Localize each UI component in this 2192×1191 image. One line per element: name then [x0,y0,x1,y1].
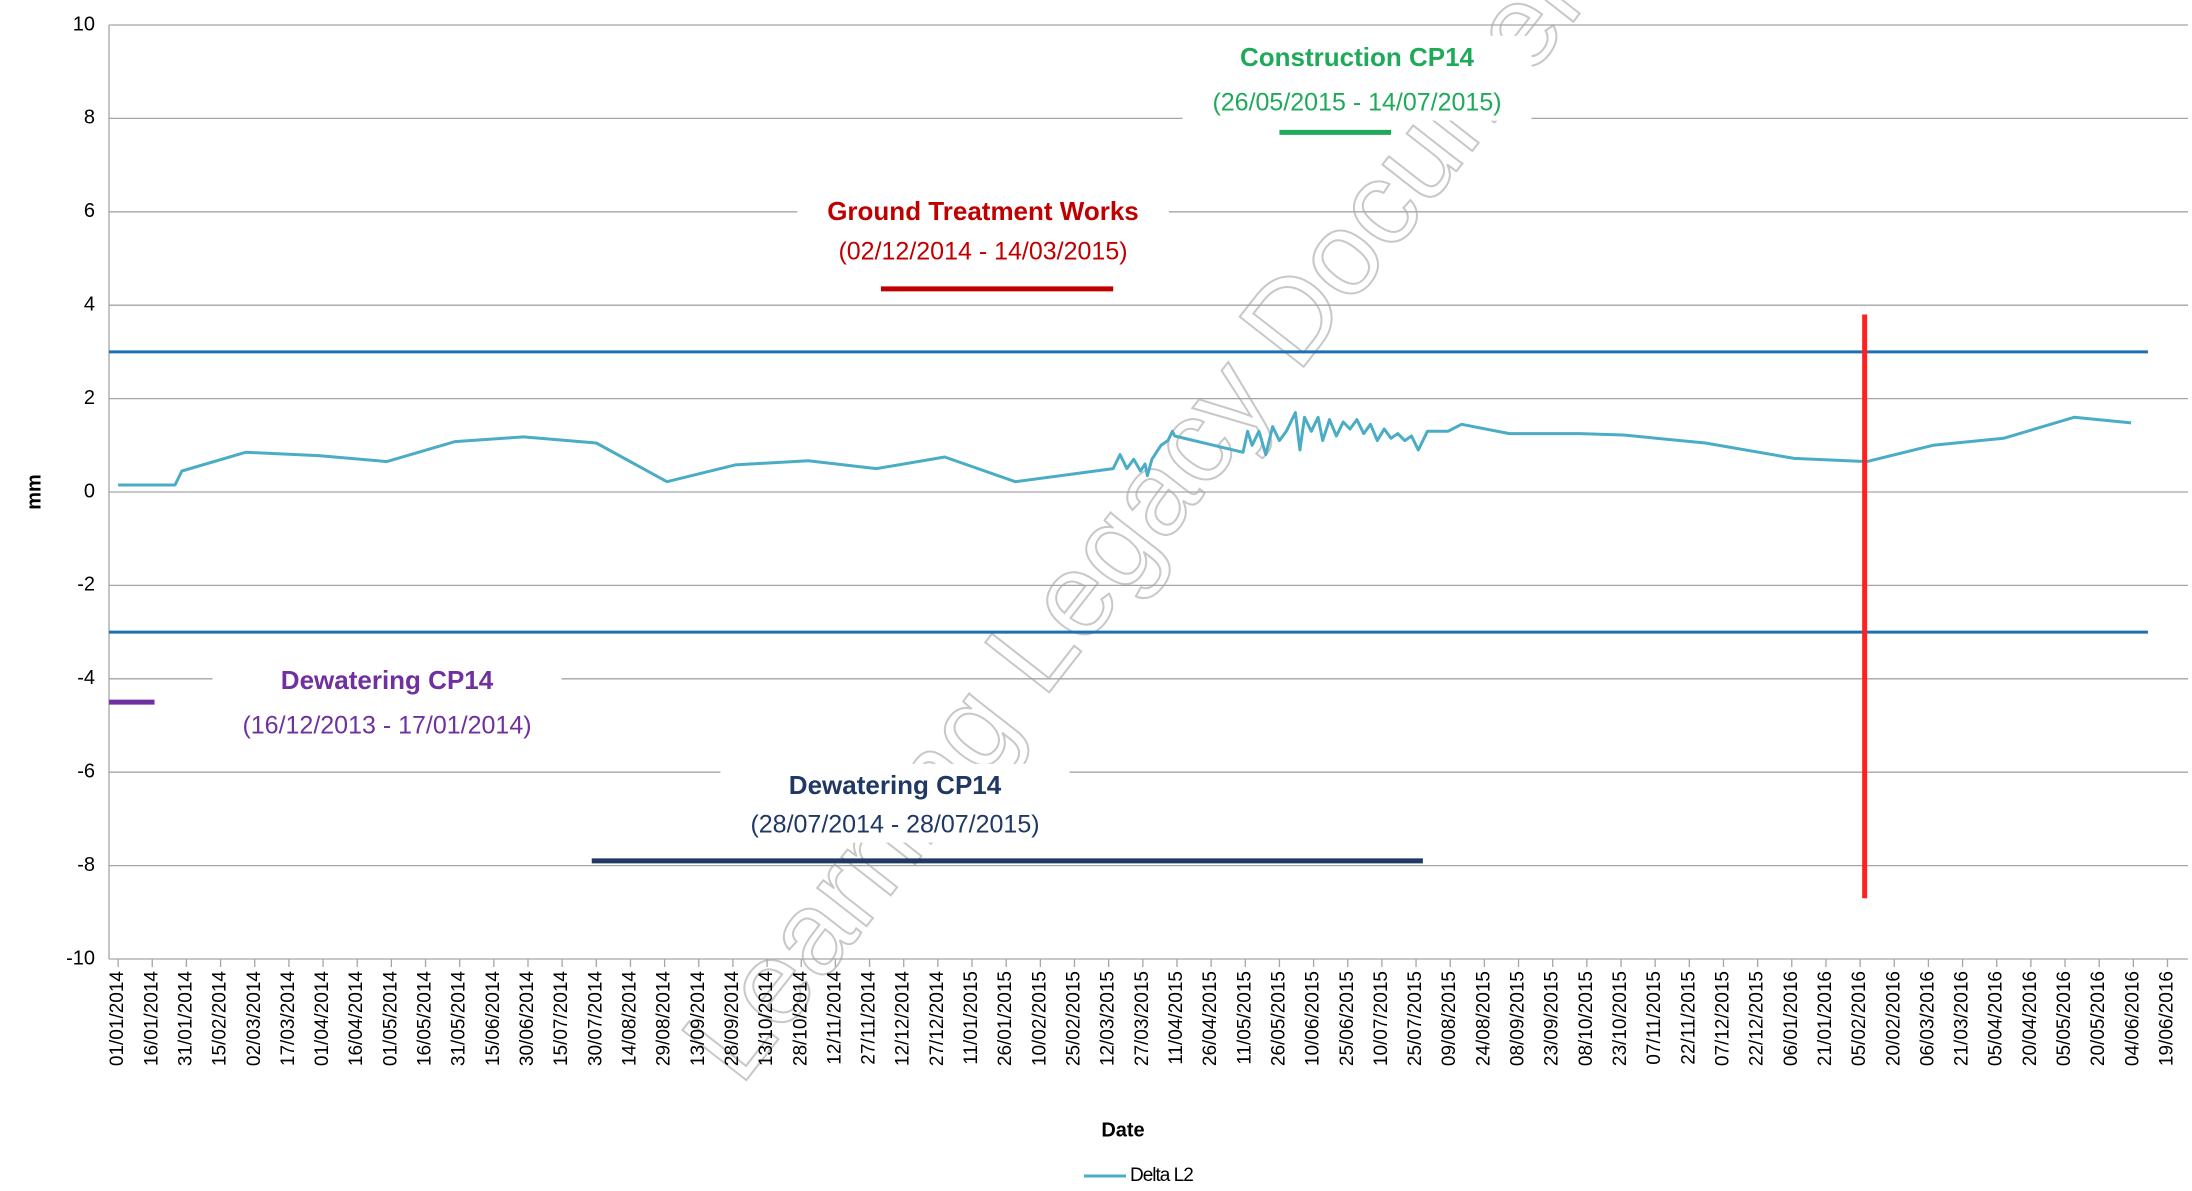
y-tick-label: -4 [77,667,95,689]
annotation-background [720,763,1070,843]
annotation-title: Dewatering CP14 [789,770,1002,800]
x-tick-label: 15/06/2014 [483,971,504,1067]
x-tick-label: 26/05/2015 [1268,971,1289,1066]
x-tick-label: 02/03/2014 [244,971,265,1067]
x-tick-label: 01/04/2014 [312,971,333,1067]
x-tick-label: 05/04/2016 [1986,971,2007,1066]
y-tick-label: -2 [77,574,95,596]
x-tick-label: 20/05/2016 [2088,971,2109,1066]
x-tick-label: 27/11/2014 [859,971,880,1065]
annotation-period: (02/12/2014 - 14/03/2015) [838,238,1127,266]
y-tick-label: 10 [73,13,95,35]
annotation-period: (16/12/2013 - 17/01/2014) [242,712,531,740]
x-tick-label: 06/01/2016 [1781,971,1802,1066]
x-tick-label: 28/09/2014 [722,971,743,1067]
x-tick-label: 10/06/2015 [1303,971,1324,1066]
x-tick-label: 12/03/2015 [1098,971,1119,1066]
x-tick-label: 08/09/2015 [1508,971,1529,1066]
y-tick-label: -8 [77,854,95,876]
x-tick-label: 16/04/2014 [346,971,367,1067]
x-tick-label: 22/12/2015 [1747,971,1768,1066]
x-tick-label: 31/01/2014 [175,971,196,1067]
y-tick-label: 2 [84,387,95,409]
x-tick-label: 27/03/2015 [1132,971,1153,1066]
annotation-period: (28/07/2014 - 28/07/2015) [750,811,1039,839]
x-tick-label: 09/08/2015 [1439,971,1460,1066]
y-tick-label: -10 [66,947,95,969]
x-tick-label: 27/12/2014 [927,971,948,1067]
annotation-title: Dewatering CP14 [281,665,494,695]
x-tick-label: 22/11/2015 [1678,971,1699,1065]
x-tick-label: 07/11/2015 [1644,971,1665,1065]
x-tick-label: 20/04/2016 [2020,971,2041,1066]
x-tick-label: 30/07/2014 [585,971,606,1067]
annotation-background [212,658,562,744]
x-tick-label: 19/06/2016 [2157,971,2178,1066]
annotation-title: Construction CP14 [1240,42,1475,72]
x-tick-label: 23/09/2015 [1542,971,1563,1066]
x-tick-label: 28/10/2014 [790,971,811,1067]
x-tick-label: 25/02/2015 [1064,971,1085,1066]
x-tick-label: 01/05/2014 [380,971,401,1067]
x-tick-label: 20/02/2016 [1883,971,1904,1066]
x-tick-label: 05/02/2016 [1849,971,1870,1066]
x-axis-title: Date [1101,1119,1144,1141]
x-tick-label: 10/02/2015 [1029,971,1050,1066]
x-tick-label: 26/04/2015 [1200,971,1221,1066]
x-tick-label: 08/10/2015 [1576,971,1597,1066]
x-tick-label: 11/05/2015 [1234,971,1255,1065]
x-tick-label: 13/09/2014 [688,971,709,1067]
x-tick-label: 23/10/2015 [1610,971,1631,1066]
x-tick-label: 21/01/2016 [1815,971,1836,1066]
x-tick-label: 15/02/2014 [210,971,231,1067]
x-tick-label: 24/08/2015 [1473,971,1494,1066]
x-tick-label: 10/07/2015 [1371,971,1392,1066]
annotation-background [1182,35,1532,121]
series-line [118,411,2132,487]
x-tick-label: 11/01/2015 [961,971,982,1065]
x-tick-label: 12/11/2014 [824,971,845,1065]
x-tick-label: 07/12/2015 [1712,971,1733,1066]
x-tick-label: 25/06/2015 [1337,971,1358,1066]
x-tick-label: 14/08/2014 [619,971,640,1067]
legend-label: Delta L2 [1130,1165,1193,1186]
x-tick-label: 17/03/2014 [278,971,299,1067]
x-tick-label: 01/01/2014 [107,971,128,1067]
x-tick-label: 11/04/2015 [1166,971,1187,1065]
x-tick-label: 15/07/2014 [551,971,572,1067]
x-tick-label: 05/05/2016 [2054,971,2075,1066]
watermark: Learning Legacy Document [657,0,1650,1104]
x-tick-label: 30/06/2014 [517,971,538,1067]
y-tick-label: -6 [77,760,95,782]
annotation-title: Ground Treatment Works [827,196,1139,226]
x-tick-label: 29/08/2014 [654,971,675,1067]
x-tick-label: 26/01/2015 [995,971,1016,1066]
x-tick-label: 16/05/2014 [415,971,436,1067]
x-tick-label: 12/12/2014 [893,971,914,1067]
y-axis-title: mm [23,474,45,510]
x-tick-label: 04/06/2016 [2122,971,2143,1066]
x-tick-label: 25/07/2015 [1405,971,1426,1066]
y-tick-label: 8 [84,107,95,129]
annotation-background [797,189,1169,270]
x-tick-label: 21/03/2016 [1952,971,1973,1066]
y-tick-label: 6 [84,200,95,222]
x-tick-label: 13/10/2014 [756,971,777,1067]
x-tick-label: 16/01/2014 [141,971,162,1067]
y-tick-label: 4 [84,293,95,315]
x-tick-label: 06/03/2016 [1917,971,1938,1066]
x-tick-label: 31/05/2014 [449,971,470,1067]
y-tick-label: 0 [84,480,95,502]
annotation-period: (26/05/2015 - 14/07/2015) [1212,89,1501,117]
